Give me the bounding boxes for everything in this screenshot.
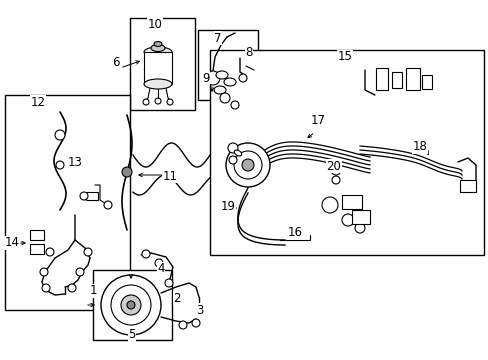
Bar [143,52,172,84]
Text: 14: 14 [4,237,20,249]
Text: 17: 17 [310,114,325,127]
Circle shape [330,165,340,175]
Circle shape [42,284,50,292]
Circle shape [127,301,135,309]
Text: 5: 5 [128,328,135,342]
Circle shape [239,74,246,82]
Bar [421,75,431,89]
Text: 6: 6 [112,55,120,68]
Bar [5,95,130,310]
Bar [30,230,44,240]
Circle shape [354,223,364,233]
Circle shape [142,99,149,105]
Text: 3: 3 [196,303,203,316]
Circle shape [242,159,253,171]
Ellipse shape [151,45,164,51]
Circle shape [80,192,88,200]
Bar [459,180,475,192]
Bar [86,192,98,200]
Text: 16: 16 [287,226,302,239]
Text: 19: 19 [220,201,235,213]
Circle shape [220,93,229,103]
Text: 11: 11 [162,170,177,183]
Ellipse shape [143,47,172,57]
Circle shape [331,176,339,184]
Circle shape [321,197,337,213]
Circle shape [121,295,141,315]
Bar [351,210,369,224]
Text: 1: 1 [89,284,97,297]
Text: 9: 9 [202,72,209,85]
Text: 8: 8 [245,45,252,58]
Text: 10: 10 [147,18,162,31]
Text: 18: 18 [412,140,427,153]
Bar [405,68,419,90]
Bar [209,50,483,255]
Text: 15: 15 [337,50,352,63]
Circle shape [230,101,239,109]
Circle shape [40,268,48,276]
Text: 7: 7 [214,31,221,45]
Bar [30,244,44,254]
Circle shape [104,201,112,209]
Circle shape [155,98,161,104]
Circle shape [205,71,220,85]
Circle shape [142,250,150,258]
Bar [341,195,361,209]
Circle shape [155,259,163,267]
Circle shape [234,151,262,179]
Circle shape [46,248,54,256]
Circle shape [76,268,84,276]
Circle shape [164,279,173,287]
Ellipse shape [234,150,241,156]
Ellipse shape [214,86,225,94]
Circle shape [56,161,64,169]
Circle shape [84,248,92,256]
Circle shape [228,156,237,164]
Text: 4: 4 [157,262,164,275]
Circle shape [55,130,65,140]
Circle shape [227,143,238,153]
Text: 13: 13 [67,156,82,168]
Text: 2: 2 [173,292,181,305]
Ellipse shape [216,71,227,79]
Circle shape [341,214,353,226]
Bar [391,72,401,88]
Text: 20: 20 [326,159,341,172]
Circle shape [179,321,186,329]
Circle shape [122,167,132,177]
Bar [93,270,172,340]
Bar [375,68,387,90]
Circle shape [68,284,76,292]
Ellipse shape [224,78,236,86]
Circle shape [167,99,173,105]
Ellipse shape [154,41,162,46]
Ellipse shape [143,79,172,89]
Bar [198,30,258,100]
Circle shape [111,285,151,325]
Circle shape [101,275,161,335]
Text: 12: 12 [30,95,45,108]
Circle shape [192,319,200,327]
Circle shape [225,143,269,187]
Bar [130,18,195,110]
